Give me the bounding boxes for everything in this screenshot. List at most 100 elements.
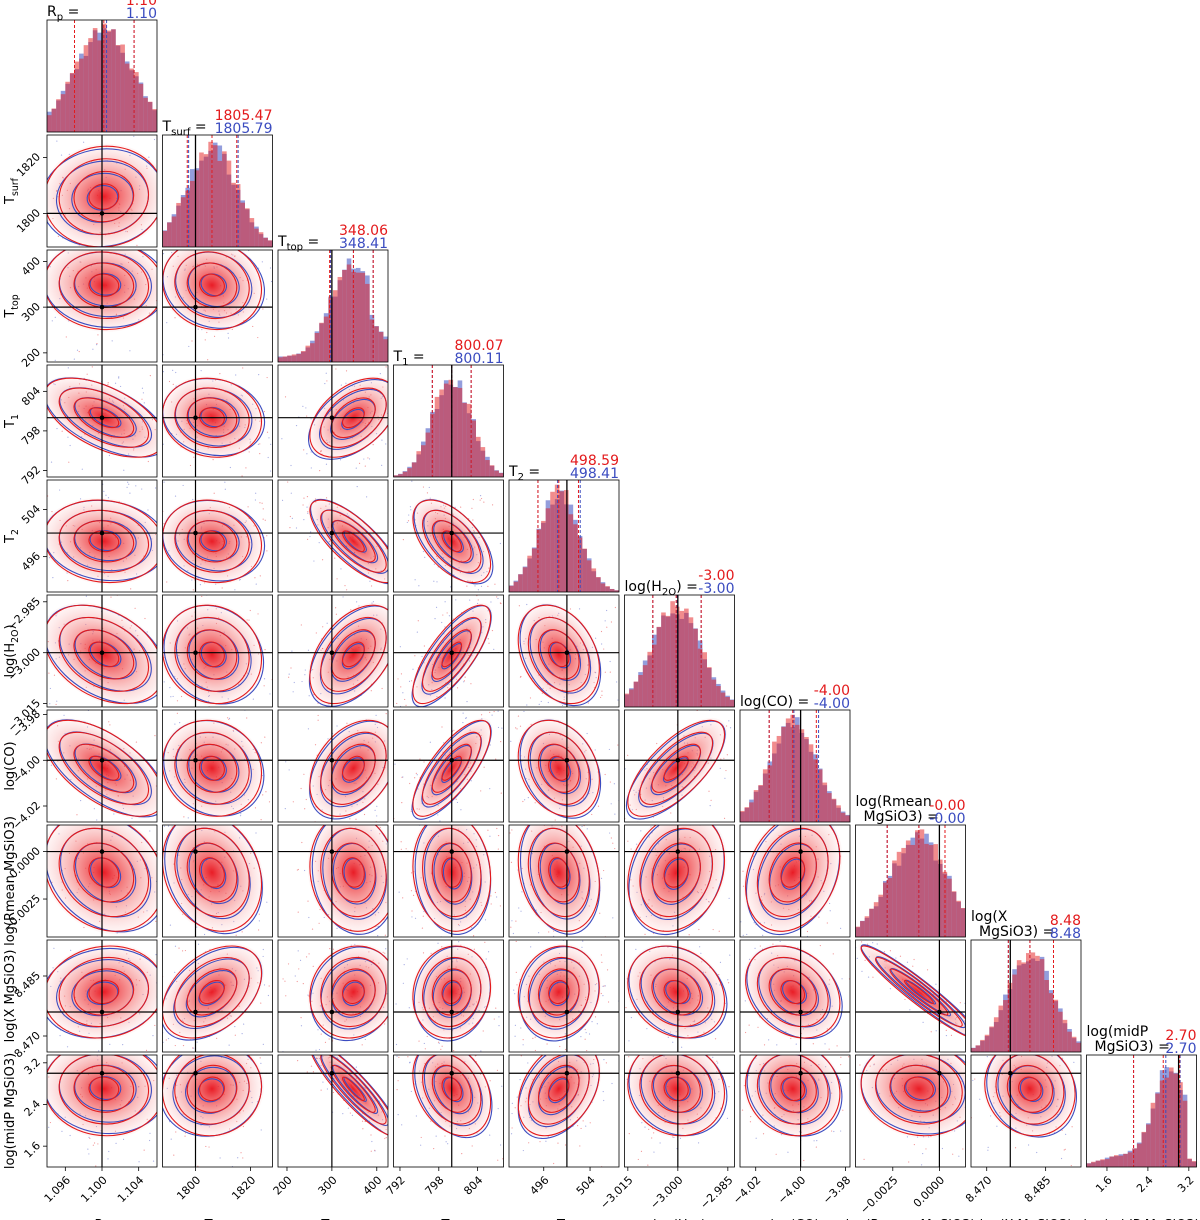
- sample-point: [644, 933, 646, 935]
- sample-point: [527, 693, 528, 694]
- sample-point: [46, 194, 47, 195]
- sample-point: [399, 687, 400, 688]
- sample-point: [290, 475, 291, 476]
- hist-bar-red: [845, 815, 850, 822]
- sample-point: [442, 347, 443, 348]
- sample-point: [719, 792, 720, 793]
- sample-point: [592, 925, 593, 926]
- sample-point: [254, 577, 256, 579]
- sample-point: [396, 696, 397, 697]
- panel-T2-vs-Tsurf: [162, 479, 273, 599]
- hist-bar-red: [951, 891, 957, 937]
- sample-point: [893, 854, 894, 855]
- hist-bar-red: [314, 333, 320, 362]
- hist-bar-red: [185, 190, 190, 247]
- panel-content: [162, 595, 273, 707]
- hist-bar-red: [453, 387, 458, 477]
- median-value-blue: 348.41: [339, 236, 388, 252]
- sample-point: [109, 724, 111, 726]
- sample-point: [434, 618, 436, 620]
- sample-point: [76, 349, 79, 351]
- contour-blue: [780, 858, 806, 890]
- contour-red: [58, 616, 150, 692]
- contour-red: [651, 842, 701, 903]
- sample-point: [306, 506, 308, 508]
- histogram-bars: [278, 258, 388, 362]
- sample-point: [493, 634, 494, 635]
- sample-point: [442, 614, 444, 616]
- sample-point: [159, 404, 160, 405]
- sample-point: [524, 906, 525, 907]
- density-fill: [47, 825, 157, 935]
- sample-point: [744, 827, 745, 828]
- sample-point: [342, 596, 344, 598]
- sample-point: [215, 366, 216, 367]
- y-axis-label-logRmean: log(Rmean MgSiO3): [3, 816, 18, 946]
- median-value-red: 800.07: [455, 338, 504, 354]
- hist-bar-red: [942, 871, 948, 937]
- sample-point: [507, 774, 508, 775]
- sample-point: [266, 298, 268, 300]
- sample-point: [391, 760, 392, 761]
- sample-point: [399, 431, 400, 432]
- sample-point: [418, 711, 419, 712]
- contour-red: [341, 857, 365, 888]
- sample-point: [52, 812, 53, 813]
- sample-point: [186, 948, 187, 949]
- sample-point: [340, 568, 342, 570]
- sample-point: [147, 403, 148, 404]
- sample-point: [255, 839, 256, 840]
- contour-red: [412, 499, 492, 584]
- truth-marker: [99, 530, 105, 536]
- sample-point: [53, 674, 56, 676]
- sample-point: [848, 779, 849, 780]
- sample-point: [47, 707, 48, 708]
- sample-point: [285, 761, 287, 763]
- sample-point: [698, 928, 700, 931]
- sample-point: [480, 790, 482, 792]
- sample-point: [33, 414, 34, 415]
- sample-point: [172, 369, 174, 371]
- sample-point: [273, 266, 274, 267]
- sample-point: [416, 606, 417, 607]
- sample-point: [228, 498, 229, 499]
- contour-blue: [662, 757, 689, 783]
- panel-frame: [46, 134, 158, 248]
- sample-point: [660, 1040, 661, 1041]
- contour-red: [548, 857, 570, 888]
- sample-point: [50, 461, 53, 463]
- contour-blue: [664, 858, 689, 890]
- hist-bar-red: [638, 674, 643, 707]
- sample-point: [268, 715, 269, 716]
- hist-bar-red: [443, 383, 449, 477]
- sample-point: [496, 596, 498, 598]
- sample-point: [248, 451, 250, 453]
- sample-point: [433, 614, 434, 615]
- sample-point: [561, 704, 564, 707]
- sample-point: [540, 700, 542, 703]
- sample-point: [631, 950, 632, 951]
- contour-red: [422, 827, 482, 918]
- sample-point: [261, 598, 262, 599]
- sample-point: [411, 589, 412, 590]
- sample-point: [264, 736, 266, 738]
- sample-point: [487, 829, 489, 831]
- sample-point: [620, 910, 621, 911]
- sample-point: [61, 430, 63, 432]
- sample-point: [159, 876, 160, 877]
- sample-point: [163, 681, 165, 683]
- hist-bar-red: [249, 218, 255, 247]
- sample-point: [279, 429, 280, 430]
- sample-point: [252, 698, 254, 700]
- sample-point: [417, 620, 419, 622]
- y-axis-label-Ttop: Ttop: [3, 294, 21, 318]
- contour-red: [341, 755, 365, 781]
- sample-point: [369, 580, 371, 582]
- sample-point: [853, 776, 854, 777]
- sample-point: [600, 630, 603, 633]
- hist-bar-red: [827, 793, 832, 822]
- sample-point: [266, 550, 268, 552]
- sample-point: [436, 581, 438, 583]
- contour-red: [431, 629, 472, 680]
- sample-point: [174, 317, 176, 319]
